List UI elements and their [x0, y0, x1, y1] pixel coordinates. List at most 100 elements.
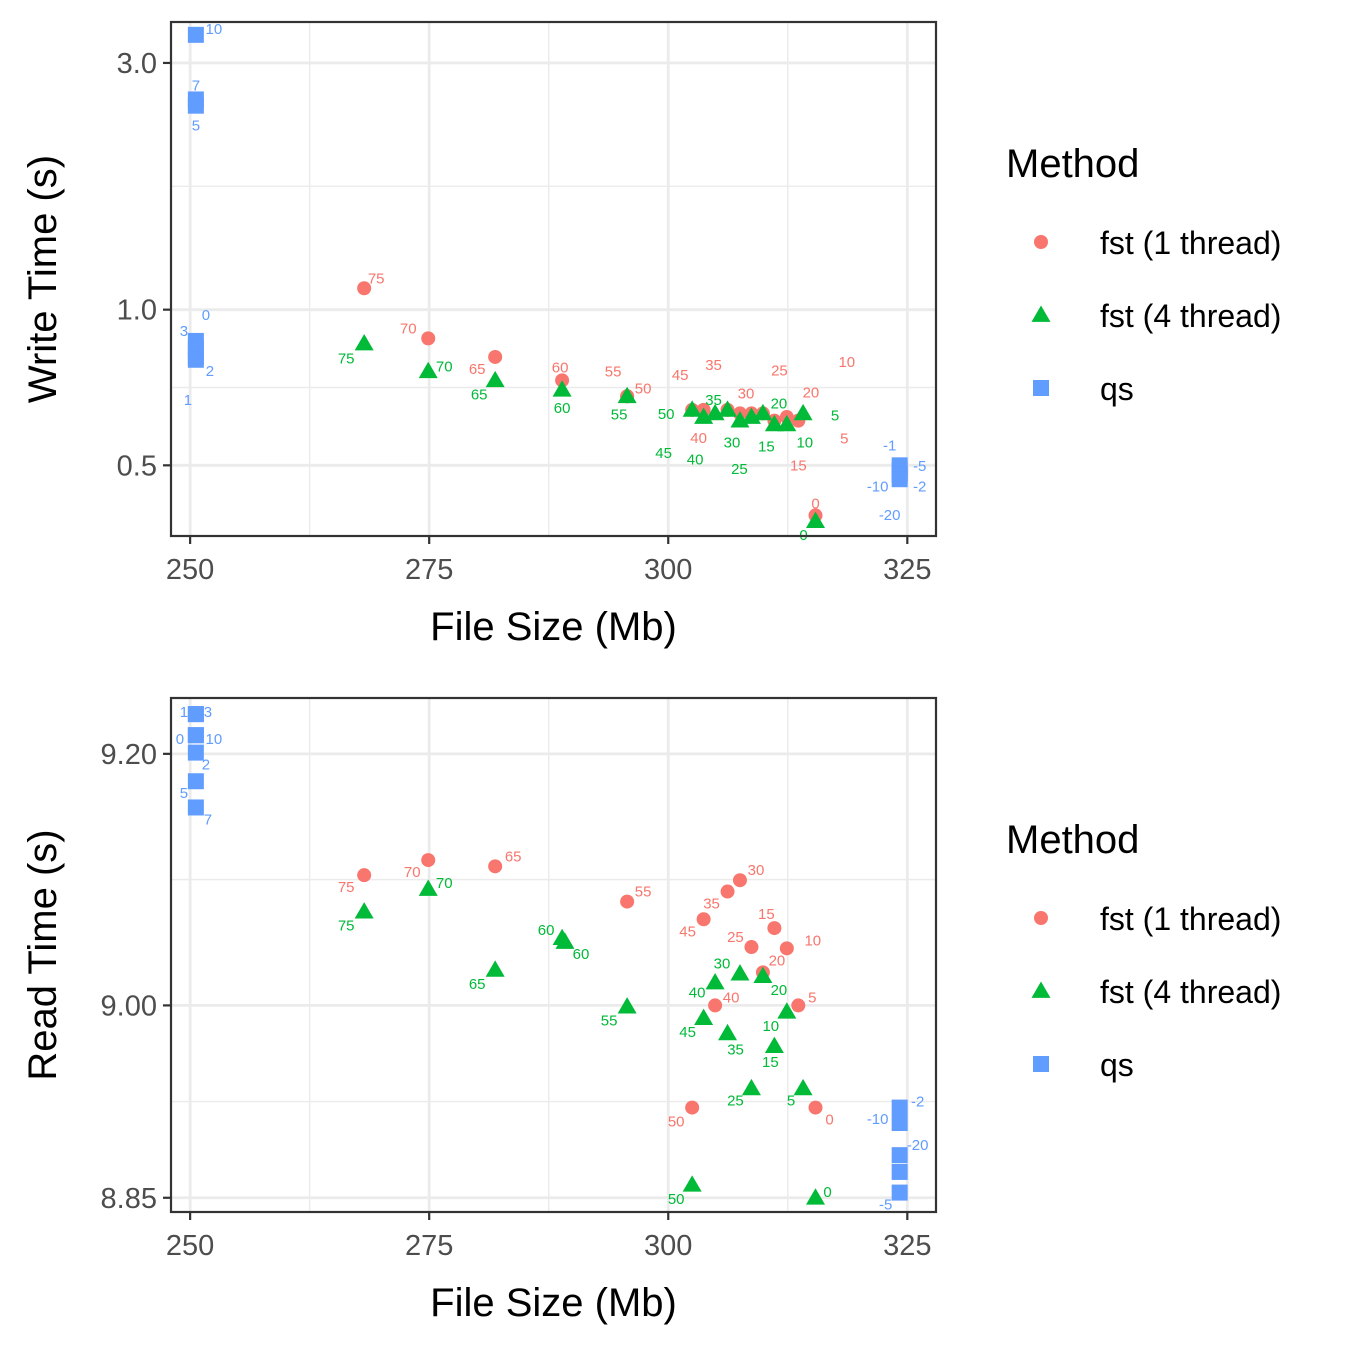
point-label: 20: [803, 384, 820, 401]
legend-label: qs: [1100, 1047, 1134, 1083]
point-label: 1: [184, 392, 192, 409]
point-label: 75: [338, 879, 355, 896]
x-tick-label: 250: [166, 1230, 214, 1262]
point-label: 45: [679, 1024, 696, 1041]
y-tick-label: 0.5: [117, 450, 157, 482]
data-point-triangle: [354, 334, 374, 351]
point-label: -1: [883, 437, 896, 454]
point-label: 60: [552, 359, 569, 376]
legend-title: Method: [1006, 142, 1139, 186]
data-point-square: [891, 1147, 908, 1164]
gridlines: [171, 698, 936, 1212]
data-point-circle: [421, 331, 436, 346]
data-point-triangle: [418, 879, 438, 896]
legend-key-square: [1033, 1056, 1049, 1072]
point-label: 45: [655, 445, 672, 462]
x-tick-label: 325: [883, 1230, 931, 1262]
data-point-triangle: [806, 511, 826, 528]
legend-label: fst (4 thread): [1100, 298, 1281, 334]
x-tick-label: 275: [405, 1230, 453, 1262]
plot-background: [171, 22, 936, 536]
plot-border: [169, 696, 938, 1214]
point-label: 15: [762, 1054, 779, 1071]
legend-label: fst (4 thread): [1100, 974, 1281, 1010]
data-point-triangle: [485, 960, 505, 977]
data-point-triangle: [764, 1036, 784, 1054]
point-label: 0: [202, 307, 210, 324]
point-label: 10: [796, 434, 813, 451]
point-label: -2: [911, 1094, 924, 1111]
data-point-triangle: [793, 1078, 813, 1096]
point-label: 5: [831, 407, 839, 424]
data-point-triangle: [682, 400, 702, 417]
data-point-triangle: [617, 997, 637, 1014]
point-label: 0: [825, 1112, 833, 1129]
plot-background: [171, 698, 936, 1212]
point-label: 5: [840, 431, 848, 448]
point-label: 10: [206, 21, 223, 38]
point-label: 35: [727, 1041, 744, 1058]
point-label: 40: [687, 451, 704, 468]
point-label: 55: [635, 884, 652, 901]
point-label: 5: [192, 118, 200, 135]
data-point-circle: [732, 873, 747, 888]
data-point-square: [891, 1099, 908, 1116]
data-point-square: [187, 706, 204, 723]
data-point-circle: [708, 998, 723, 1013]
point-label: 7: [204, 811, 212, 828]
data-point-square: [187, 97, 204, 114]
x-tick-label: 250: [166, 554, 214, 586]
point-label: -10: [867, 478, 889, 495]
point-label: 50: [668, 1114, 685, 1131]
point-label: 55: [605, 363, 622, 380]
point-label: 10: [206, 731, 223, 748]
x-axis-title: File Size (Mb): [430, 1281, 677, 1325]
point-label: 3: [204, 704, 212, 721]
point-label: 65: [469, 976, 486, 993]
point-label: 60: [554, 400, 571, 417]
data-point-triangle: [718, 1023, 738, 1041]
point-label: 65: [505, 848, 522, 865]
data-point-triangle: [552, 380, 572, 397]
legend: Method fst (1 thread) fst (4 thread) qs: [1006, 818, 1281, 1083]
data-point-circle: [744, 940, 759, 955]
legend-label: fst (1 thread): [1100, 901, 1281, 937]
data-point-circle: [620, 894, 635, 909]
data-point-circle: [357, 281, 372, 296]
point-label: 60: [538, 922, 555, 939]
point-label: 7: [192, 77, 200, 94]
point-label: 30: [714, 956, 731, 973]
data-point-triangle: [418, 361, 438, 379]
legend-label: fst (1 thread): [1100, 225, 1281, 261]
legend: Method fst (1 thread) fst (4 thread) qs: [1006, 142, 1281, 407]
data-point-triangle: [705, 973, 725, 990]
data-point-square: [187, 351, 204, 368]
point-label: 15: [758, 438, 775, 455]
data-point-triangle: [764, 414, 784, 432]
point-label: 75: [338, 351, 355, 368]
point-label: 2: [206, 363, 214, 380]
point-label: 3: [180, 323, 188, 340]
point-label: 40: [690, 430, 707, 447]
plot-border: [169, 20, 938, 538]
x-tick-label: 325: [883, 554, 931, 586]
point-label: 30: [748, 862, 765, 879]
x-tick-label: 300: [644, 1230, 692, 1262]
point-label: 70: [404, 864, 421, 881]
data-point-circle: [685, 1100, 700, 1115]
data-point-circle: [421, 853, 436, 868]
point-label: 65: [471, 386, 488, 403]
y-axis-title: Write Time (s): [21, 155, 65, 403]
point-label: 10: [804, 932, 821, 949]
x-axis-title: File Size (Mb): [430, 605, 677, 649]
point-label: 0: [176, 731, 184, 748]
point-label: 40: [689, 985, 706, 1002]
x-tick-label: 275: [405, 554, 453, 586]
point-label: 25: [727, 1092, 744, 1109]
legend-key-triangle: [1031, 981, 1051, 998]
